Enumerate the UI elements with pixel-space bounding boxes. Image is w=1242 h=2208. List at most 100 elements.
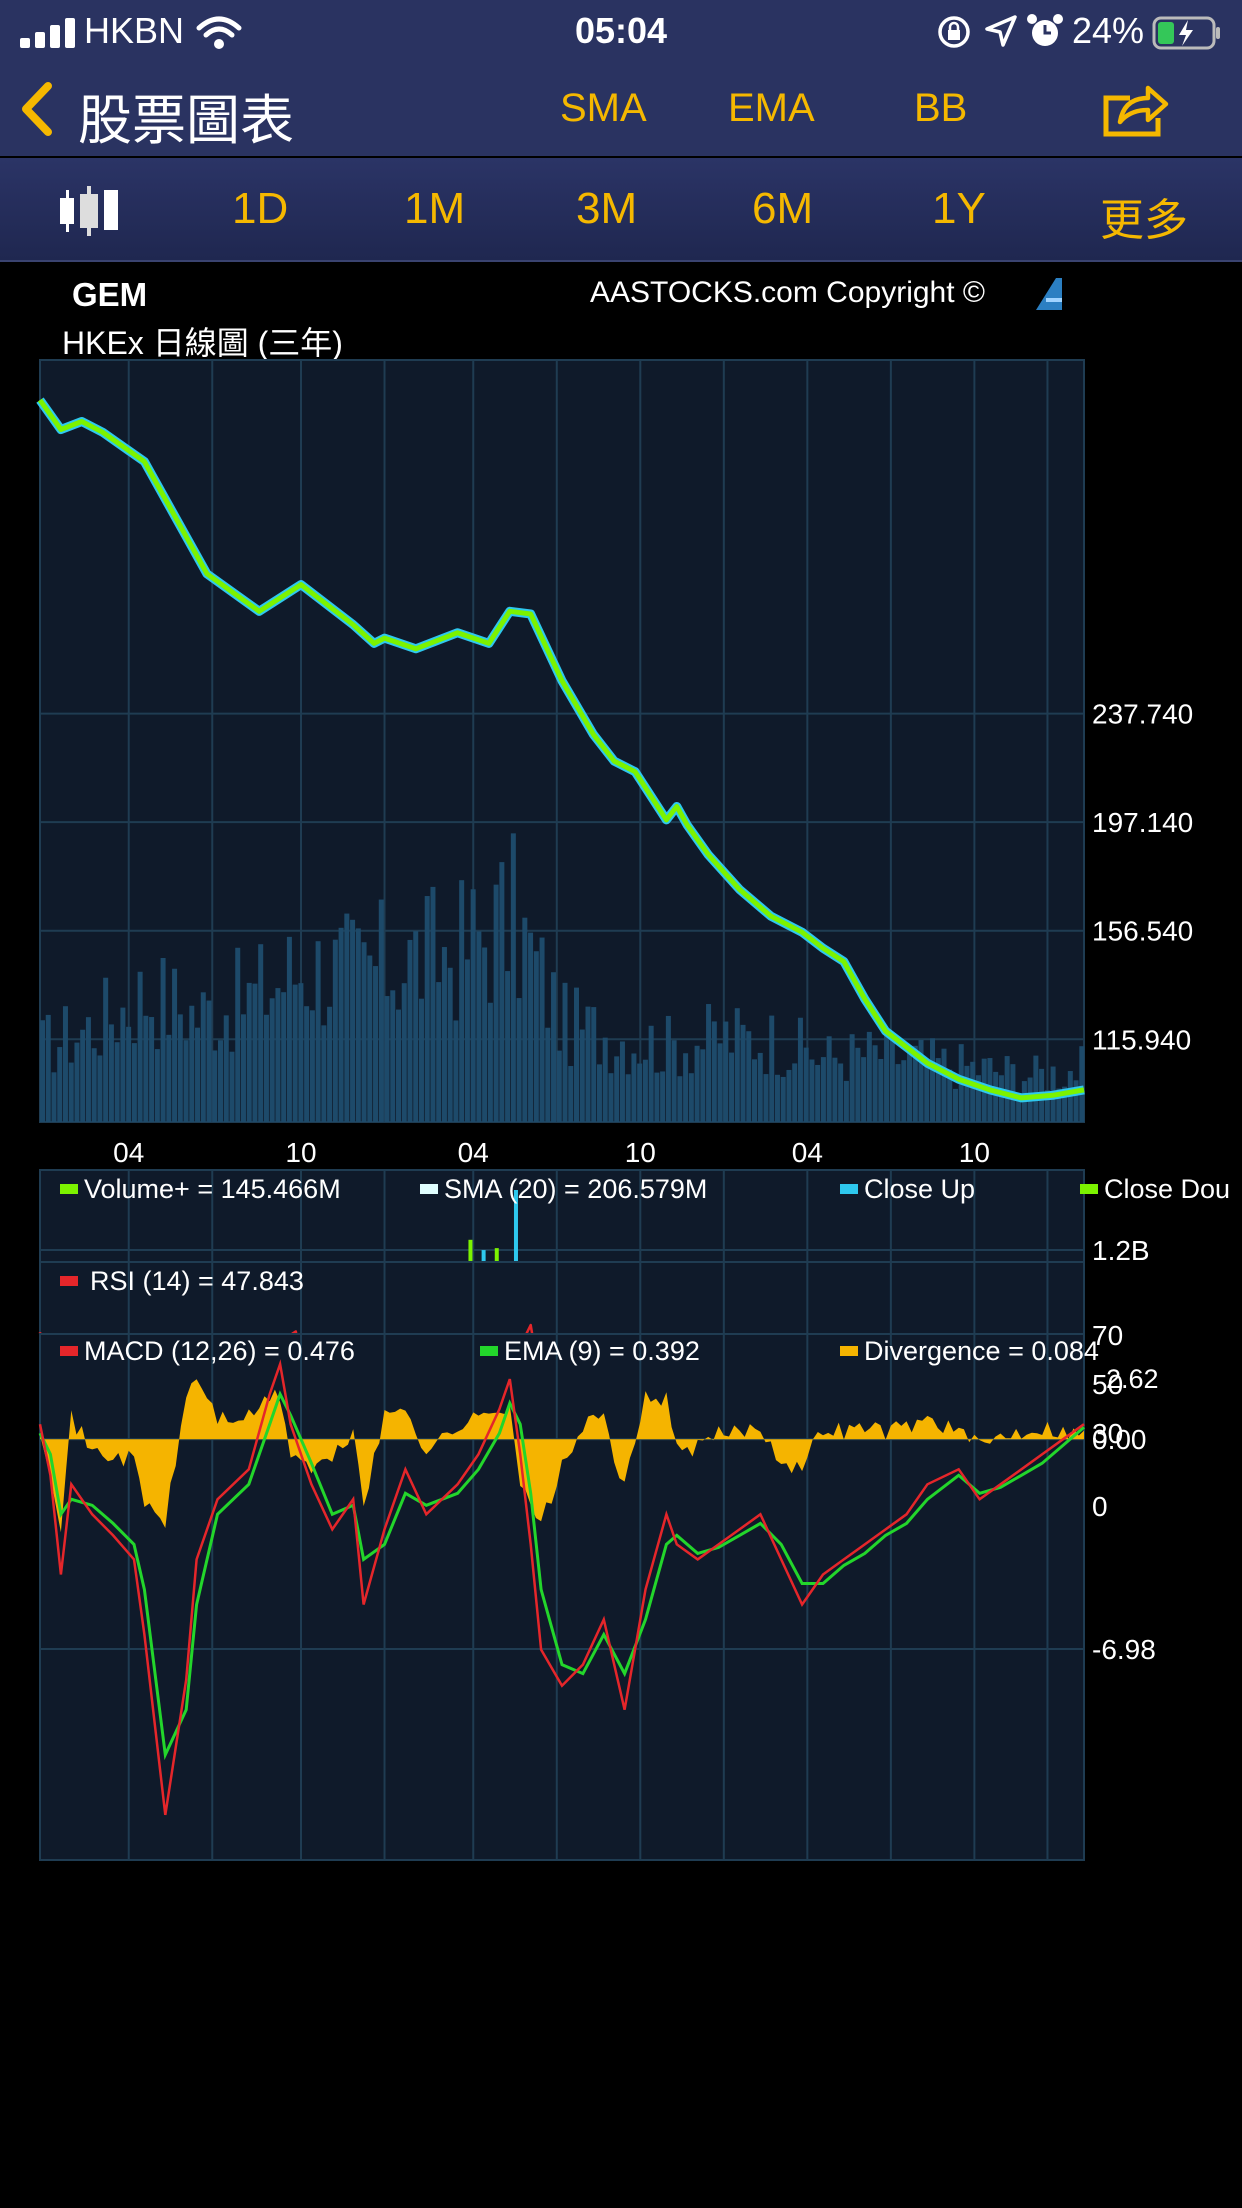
price-volume-bar (126, 1026, 132, 1122)
price-volume-bar (596, 1064, 602, 1122)
price-volume-bar (619, 1041, 625, 1122)
price-volume-bar (332, 939, 338, 1122)
price-volume-bar (57, 1047, 63, 1122)
price-volume-bar (172, 968, 178, 1122)
price-volume-bar (275, 988, 281, 1122)
rsi-ytick-label: 70 (1092, 1320, 1123, 1351)
price-volume-bar (970, 1061, 976, 1122)
price-panel: 237.740 197.140 156.540 115.940 04 10 04 10 04 1… (36, 359, 1193, 1168)
ema-button[interactable]: EMA (728, 86, 815, 130)
macd-ema-line (38, 1390, 1085, 1761)
signal-icon (20, 18, 75, 48)
rsi-legend-swatch (60, 1276, 78, 1286)
price-volume-bar (769, 1015, 775, 1122)
price-volume-bar (189, 1005, 195, 1122)
carrier-name: HKBN (84, 10, 185, 51)
price-volume-bar (694, 1045, 700, 1122)
price-volume-bar (533, 951, 539, 1122)
price-volume-bar (901, 1060, 907, 1122)
price-volume-bar (401, 983, 407, 1122)
price-volume-bar (832, 1057, 838, 1122)
price-volume-bar (321, 1025, 327, 1122)
price-volume-bar (441, 947, 447, 1122)
price-ytick-label: 115.940 (1092, 1024, 1191, 1055)
range-1m-button[interactable]: 1M (404, 184, 466, 233)
chart-symbol: GEM (72, 276, 148, 313)
macd-legend-swatch (480, 1346, 498, 1356)
price-volume-bar (338, 927, 344, 1122)
price-volume-bar (510, 833, 516, 1122)
range-1y-button[interactable]: 1Y (932, 184, 986, 233)
price-volume-bar (108, 1024, 114, 1122)
price-volume-bar (930, 1038, 936, 1122)
price-volume-bar (430, 886, 436, 1122)
volume-legend-label: SMA (20) = 206.579M (444, 1174, 707, 1204)
price-volume-bar (367, 955, 373, 1122)
price-volume-bar (160, 957, 166, 1122)
price-volume-bar (120, 1007, 126, 1122)
macd-legend-label: MACD (12,26) = 0.476 (84, 1336, 355, 1366)
price-xtick-label: 10 (625, 1137, 656, 1168)
volume-legend-label: Close Up (864, 1174, 975, 1204)
range-1d-button[interactable]: 1D (232, 184, 289, 233)
price-volume-bar (131, 1043, 137, 1122)
price-volume-bar (269, 998, 275, 1122)
price-volume-bar (384, 996, 390, 1122)
price-volume-bar (355, 928, 361, 1122)
price-volume-bar (418, 998, 424, 1122)
price-volume-bar (838, 1063, 844, 1122)
price-volume-bar (246, 982, 252, 1122)
chevron-left-icon[interactable] (18, 80, 58, 138)
price-volume-bar (390, 990, 396, 1122)
sma-button[interactable]: SMA (560, 86, 647, 130)
price-volume-bar (459, 880, 465, 1122)
price-volume-bar (706, 1004, 712, 1122)
price-volume-bar (826, 1036, 832, 1122)
price-xtick-label: 10 (285, 1137, 316, 1168)
range-3m-button[interactable]: 3M (576, 184, 638, 233)
share-icon[interactable] (1100, 82, 1170, 138)
price-volume-bar (665, 1015, 671, 1122)
nav-bar: 股票圖表 SMA EMA BB (0, 62, 1242, 156)
price-volume-bar (579, 1029, 585, 1122)
range-6m-button[interactable]: 6M (752, 184, 814, 233)
price-volume-bar (642, 1059, 648, 1122)
price-volume-bar (660, 1071, 666, 1122)
macd-legend-label: EMA (9) = 0.392 (504, 1336, 700, 1366)
macd-ytick-label: 2.62 (1106, 1364, 1159, 1394)
price-volume-bar (757, 1052, 763, 1122)
price-volume-bar (614, 1056, 620, 1122)
price-volume-bar (499, 862, 505, 1122)
price-volume-bar (1004, 1056, 1010, 1122)
battery-icon (1152, 16, 1220, 50)
price-volume-bar (677, 1076, 683, 1122)
price-volume-bar (212, 1050, 218, 1122)
price-volume-bar (45, 1014, 51, 1122)
price-volume-bar (200, 992, 206, 1122)
price-volume-bar (774, 1074, 780, 1122)
price-volume-bar (114, 1042, 120, 1122)
price-volume-bar (183, 1040, 189, 1122)
price-volume-bar (470, 889, 476, 1122)
bb-button[interactable]: BB (914, 86, 968, 130)
price-volume-bar (763, 1074, 769, 1122)
rotation-lock-icon (938, 16, 970, 48)
price-volume-bar (528, 932, 534, 1122)
price-volume-bar (585, 1006, 591, 1122)
price-volume-bar (252, 983, 258, 1122)
price-volume-bar (786, 1069, 792, 1122)
price-volume-bar (1079, 1046, 1085, 1122)
price-volume-bar (1056, 1088, 1062, 1122)
price-volume-bar (1016, 1094, 1022, 1122)
price-volume-bar (298, 983, 304, 1122)
price-volume-bar (918, 1039, 924, 1122)
price-volume-bar (1073, 1080, 1079, 1122)
candlestick-icon[interactable] (58, 186, 120, 236)
range-more-button[interactable]: 更多 (1100, 196, 1188, 245)
price-volume-bar (51, 1072, 57, 1122)
price-volume-bar (206, 1000, 212, 1122)
price-volume-bar (424, 896, 430, 1122)
price-volume-bar (378, 899, 384, 1122)
price-volume-bar (843, 1080, 849, 1122)
price-volume-bar (447, 967, 453, 1122)
